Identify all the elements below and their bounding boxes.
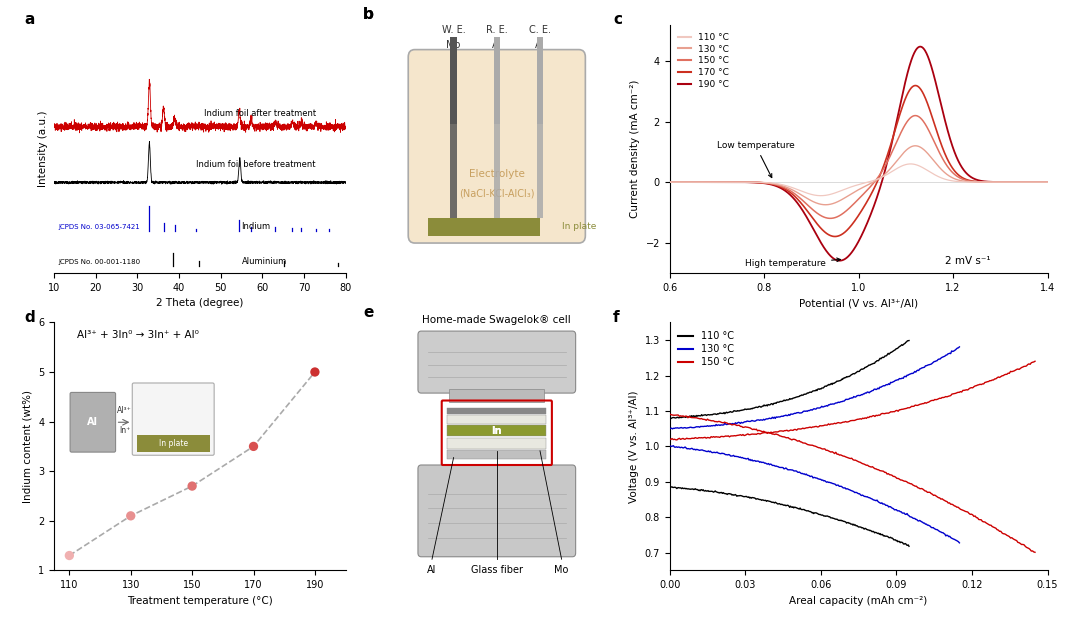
Text: Mo: Mo: [446, 40, 461, 50]
Text: Aluminium: Aluminium: [242, 257, 286, 265]
Text: (NaCl-KCl-AlCl₃): (NaCl-KCl-AlCl₃): [459, 188, 535, 198]
Text: f: f: [613, 310, 620, 325]
Bar: [447, 425, 546, 436]
FancyBboxPatch shape: [408, 50, 585, 243]
Text: e: e: [363, 304, 374, 319]
Text: In plate: In plate: [562, 223, 596, 231]
Text: Al: Al: [428, 565, 436, 575]
Text: Glass fiber: Glass fiber: [471, 565, 523, 575]
Legend: 110 °C, 130 °C, 150 °C: 110 °C, 130 °C, 150 °C: [675, 327, 738, 371]
Bar: [537, 124, 543, 218]
X-axis label: Areal capacity (mAh cm⁻²): Areal capacity (mAh cm⁻²): [789, 596, 928, 606]
Text: b: b: [363, 7, 374, 22]
Bar: [447, 438, 546, 449]
Text: 2 mV s⁻¹: 2 mV s⁻¹: [945, 255, 991, 266]
Text: High temperature: High temperature: [745, 258, 840, 268]
Text: JCPDS No. 00-001-1180: JCPDS No. 00-001-1180: [58, 259, 140, 265]
Y-axis label: Current density (mA cm⁻²): Current density (mA cm⁻²): [630, 79, 640, 218]
Text: Indium foil after treatment: Indium foil after treatment: [204, 110, 316, 118]
Text: Al: Al: [536, 40, 544, 50]
Point: [307, 367, 324, 377]
Text: JCPDS No. 03-065-7421: JCPDS No. 03-065-7421: [58, 224, 140, 230]
Text: c: c: [613, 12, 622, 27]
Bar: [428, 218, 540, 236]
Bar: [450, 37, 458, 124]
Bar: [494, 37, 500, 124]
Y-axis label: Voltage (V vs. Al³⁺/Al): Voltage (V vs. Al³⁺/Al): [629, 390, 639, 503]
Text: b: b: [363, 7, 374, 22]
Y-axis label: Intensity (a.u.): Intensity (a.u.): [39, 110, 49, 187]
Bar: [537, 37, 543, 124]
Text: Low temperature: Low temperature: [717, 141, 795, 177]
Bar: [494, 124, 500, 218]
Bar: [449, 389, 544, 402]
Text: Indium foil before treatment: Indium foil before treatment: [195, 161, 315, 169]
X-axis label: Treatment temperature (°C): Treatment temperature (°C): [127, 596, 272, 606]
Text: R. E.: R. E.: [486, 25, 508, 35]
Bar: [450, 124, 458, 218]
FancyBboxPatch shape: [418, 465, 576, 557]
Point: [60, 551, 78, 560]
Point: [122, 511, 139, 521]
Text: W. E.: W. E.: [442, 25, 465, 35]
Text: Electrolyte: Electrolyte: [469, 169, 525, 179]
Text: Al³⁺ + 3In⁰ → 3In⁺ + Al⁰: Al³⁺ + 3In⁰ → 3In⁺ + Al⁰: [78, 330, 199, 340]
Bar: [447, 408, 546, 414]
Legend: 110 °C, 130 °C, 150 °C, 170 °C, 190 °C: 110 °C, 130 °C, 150 °C, 170 °C, 190 °C: [674, 29, 733, 92]
Text: a: a: [25, 12, 36, 27]
Bar: [447, 450, 546, 459]
Text: In: In: [491, 426, 502, 436]
Text: In: In: [491, 426, 502, 436]
Y-axis label: Indium content (wt%): Indium content (wt%): [23, 390, 32, 503]
Text: C. E.: C. E.: [529, 25, 551, 35]
Text: Al: Al: [492, 40, 501, 50]
Text: Indium: Indium: [242, 222, 271, 231]
Bar: [447, 415, 546, 424]
FancyBboxPatch shape: [418, 331, 576, 393]
X-axis label: 2 Theta (degree): 2 Theta (degree): [157, 298, 243, 308]
Text: Mo: Mo: [554, 565, 569, 575]
X-axis label: Potential (V vs. Al³⁺/Al): Potential (V vs. Al³⁺/Al): [799, 298, 918, 308]
Text: d: d: [25, 310, 36, 325]
Point: [184, 481, 201, 491]
Text: Home-made Swagelok® cell: Home-made Swagelok® cell: [422, 315, 571, 325]
Point: [245, 441, 262, 451]
